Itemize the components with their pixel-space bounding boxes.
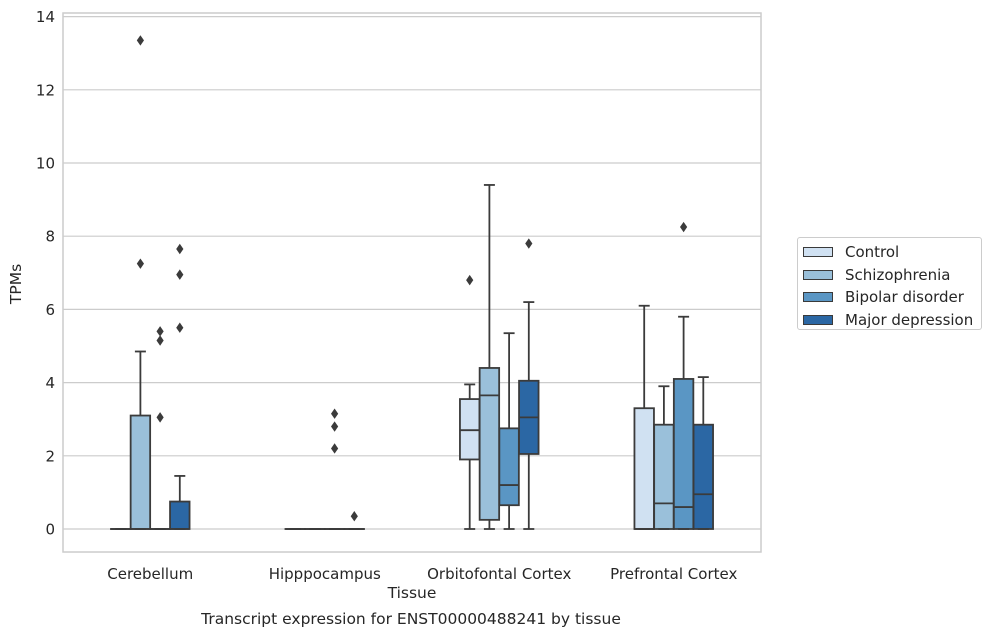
x-tick-label: Prefrontal Cortex (610, 565, 737, 583)
box (323, 408, 346, 530)
box (633, 304, 655, 530)
legend-label: Schizophrenia (845, 265, 951, 284)
legend-item: Bipolar disorder (803, 286, 981, 309)
outlier-point (331, 408, 339, 419)
outlier-point (156, 335, 164, 346)
y-gridlines (63, 16, 761, 530)
legend-item: Control (803, 241, 981, 264)
category-group (459, 184, 540, 530)
box (672, 221, 695, 530)
outlier-point (680, 221, 688, 233)
legend-label: Bipolar disorder (845, 288, 964, 307)
x-tick-label: Orbitofontal Cortex (427, 565, 571, 583)
box (692, 376, 714, 530)
box (653, 385, 675, 530)
box (498, 332, 520, 530)
outlier-point (156, 326, 164, 337)
legend-item: Major depression (803, 309, 981, 332)
box-body (459, 398, 481, 461)
box-body (169, 500, 191, 530)
x-axis-label: Tissue (387, 584, 437, 602)
outlier-point (350, 510, 358, 522)
y-tick-label: 8 (45, 228, 55, 246)
plot-area (62, 12, 762, 553)
box-body (653, 423, 675, 530)
box (149, 326, 171, 530)
outlier-point (331, 443, 339, 454)
outlier-point (136, 35, 144, 46)
x-tick-label: Hipppocampus (269, 565, 381, 583)
box (343, 510, 365, 530)
outlier-point (136, 258, 144, 269)
box-body (478, 367, 501, 521)
box (129, 35, 152, 530)
box (169, 243, 191, 530)
legend-label: Major depression (845, 310, 974, 329)
box (478, 184, 501, 530)
legend-swatch (803, 269, 833, 280)
y-axis-ticks: 0 2 4 6 8 10 12 14 (36, 8, 55, 538)
y-tick-label: 4 (45, 374, 55, 392)
outlier-point (176, 269, 184, 280)
outlier-point (525, 238, 533, 249)
box-body (692, 423, 714, 530)
box (459, 274, 481, 530)
legend-swatch (803, 292, 833, 303)
legend-label: Control (845, 243, 900, 262)
y-axis-label: TPMs (7, 264, 25, 305)
box-groups (110, 35, 714, 530)
legend-swatch (803, 247, 833, 258)
outlier-point (331, 421, 339, 432)
category-group (633, 221, 714, 530)
outlier-point (176, 322, 184, 333)
y-tick-label: 0 (45, 521, 55, 539)
box-body (633, 407, 655, 530)
x-tick-label: Cerebellum (107, 565, 193, 583)
outlier-point (466, 274, 474, 286)
category-group (284, 408, 365, 530)
y-tick-label: 2 (45, 447, 55, 465)
legend-swatch (803, 314, 833, 325)
y-tick-label: 6 (45, 301, 55, 319)
x-axis-ticks: Cerebellum Hipppocampus Orbitofontal Corte… (107, 565, 737, 583)
box (518, 238, 540, 530)
box-body (129, 414, 152, 530)
outlier-point (176, 243, 184, 255)
y-tick-label: 12 (36, 81, 55, 99)
y-tick-label: 14 (36, 8, 55, 26)
category-group (110, 35, 191, 530)
chart-caption: Transcript expression for ENST0000048824… (201, 610, 621, 628)
box-body (498, 427, 520, 507)
legend: Control Schizophrenia Bipolar disorder Majo… (797, 237, 982, 330)
y-tick-label: 10 (36, 155, 55, 173)
legend-item: Schizophrenia (803, 264, 981, 287)
outlier-point (156, 412, 164, 423)
